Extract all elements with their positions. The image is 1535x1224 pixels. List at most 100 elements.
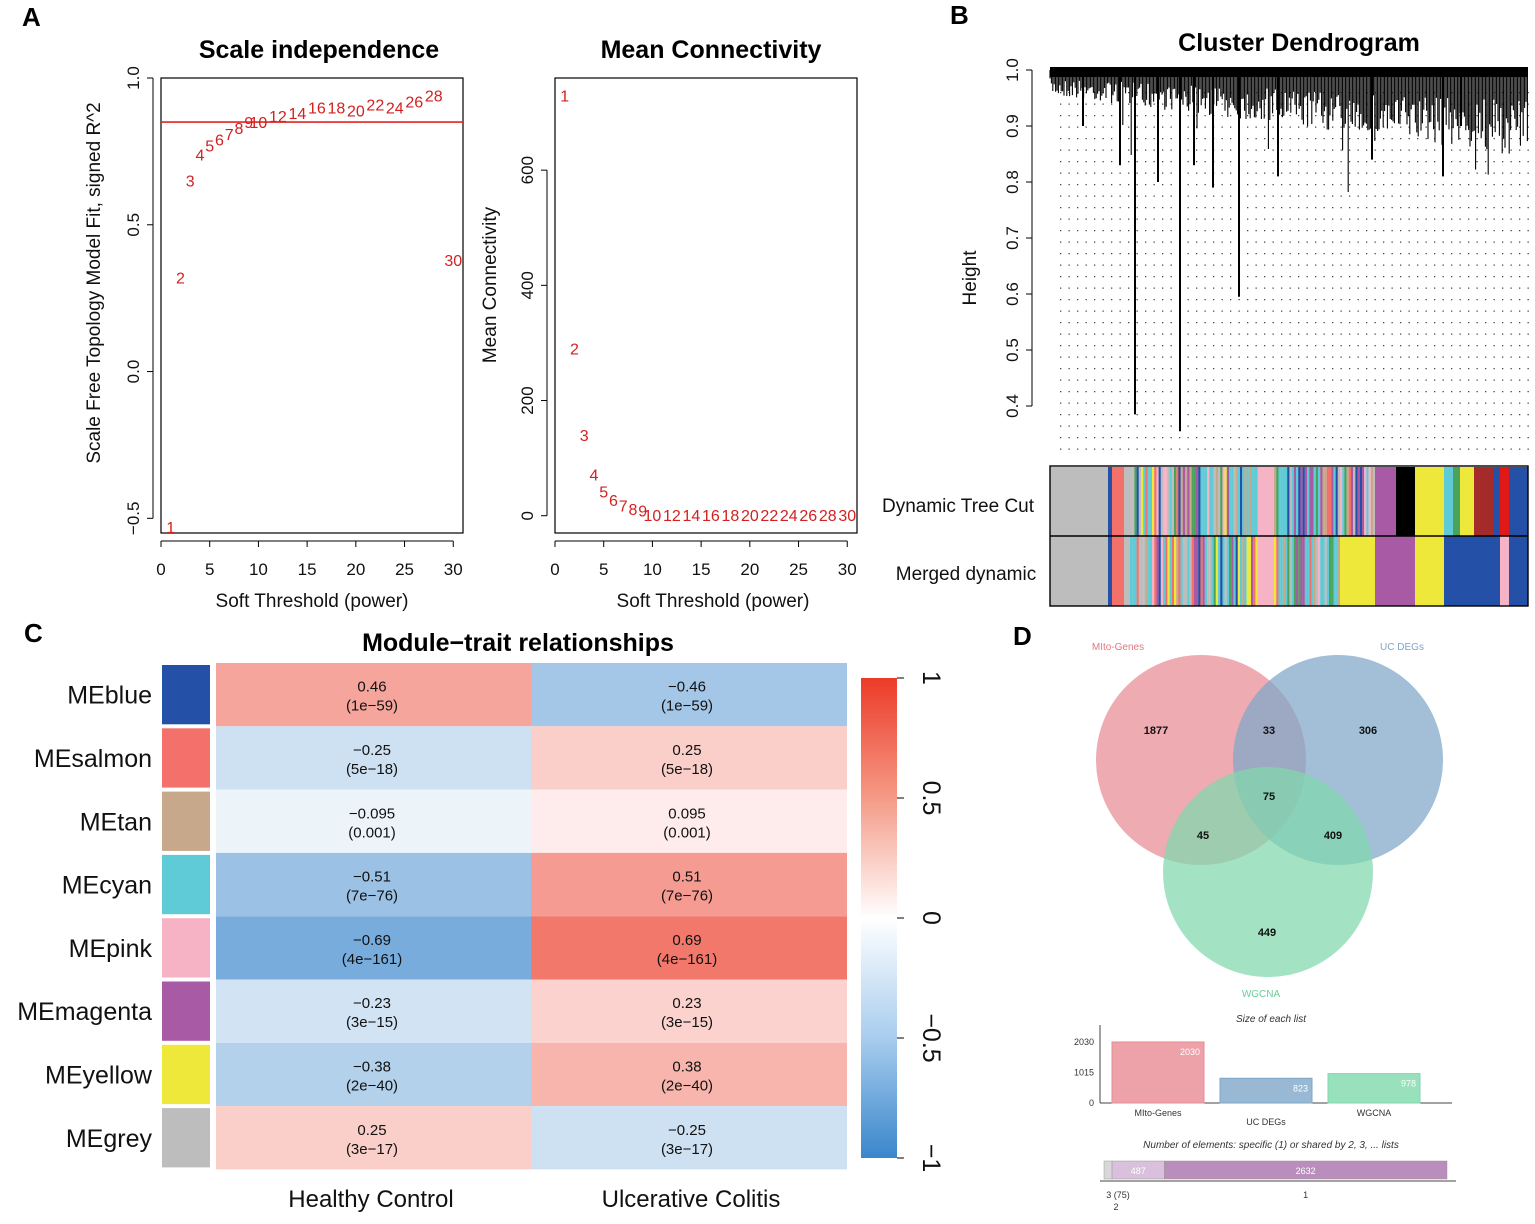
heatmap-cell [531, 1042, 847, 1107]
track-stripe [1229, 536, 1232, 606]
power-point-label: 18 [721, 508, 739, 525]
track-stripe [1213, 536, 1216, 606]
y-tick-label: 0 [518, 511, 537, 520]
track-stripe [1145, 536, 1148, 606]
column-label-healthy-control: Healthy Control [288, 1186, 453, 1213]
track-stripe [1211, 536, 1214, 606]
track-stripe [1174, 536, 1177, 606]
track-segment [1509, 536, 1528, 606]
track-stripe [1152, 467, 1155, 536]
track-stripe [1329, 536, 1332, 606]
track-stripe [1222, 536, 1225, 606]
power-point-label: 16 [702, 508, 720, 525]
panel-label-c: C [24, 618, 43, 648]
heatmap-cell [216, 789, 532, 853]
track-stripe [1333, 467, 1336, 536]
venn-count-mito-uc: 33 [1263, 725, 1275, 737]
power-point-label: 7 [619, 498, 628, 515]
cell-pvalue: (3e−15) [346, 1014, 398, 1031]
track-stripe [1255, 536, 1258, 606]
venn-count-mito-only: 1877 [1144, 725, 1168, 737]
track-stripe [1307, 467, 1310, 536]
x-tick-label: 5 [599, 560, 608, 579]
track-segment [1460, 467, 1474, 536]
track-stripe [1193, 467, 1197, 536]
track-stripe [1322, 467, 1325, 536]
track-stripe [1233, 467, 1236, 536]
color-legend-bar [861, 678, 897, 1158]
module-row-label: MEsalmon [34, 745, 152, 773]
cell-pvalue: (0.001) [348, 824, 396, 841]
track-stripe [1136, 467, 1139, 536]
track-stripe [1143, 536, 1146, 606]
size-bar [1111, 1041, 1205, 1104]
heatmap-cell [531, 916, 847, 980]
track-stripe [1200, 536, 1203, 606]
power-point-label: 4 [590, 467, 599, 484]
track-label-merged: Merged dynamic [896, 564, 1036, 585]
track-stripe [1313, 467, 1316, 536]
track-stripe [1280, 536, 1283, 606]
cell-pvalue: (2e−40) [661, 1077, 713, 1094]
track-segment [1124, 467, 1130, 536]
power-point-label: 24 [780, 508, 798, 525]
heatmap-cell [531, 726, 847, 790]
size-y-tick: 1015 [1074, 1068, 1094, 1078]
track-stripe [1346, 467, 1349, 536]
track-stripe [1240, 467, 1243, 536]
track-stripe [1274, 536, 1277, 606]
track-stripe [1167, 467, 1170, 536]
track-stripe [1326, 467, 1330, 536]
track-stripe [1237, 467, 1241, 536]
size-bar [1219, 1077, 1313, 1104]
cell-correlation: −0.38 [353, 1058, 391, 1075]
venn-count-mito-wgcna: 45 [1197, 830, 1209, 842]
power-point-label: 9 [244, 115, 253, 132]
track-stripe [1193, 536, 1197, 606]
shared-axis-label: 3 (75) [1106, 1190, 1130, 1200]
track-stripe [1202, 536, 1205, 606]
scale-independence-frame [160, 77, 464, 534]
track-stripe [1359, 467, 1363, 536]
track-stripe [1304, 536, 1308, 606]
track-stripe [1207, 536, 1210, 606]
power-point-label: 1 [166, 520, 175, 537]
track-stripe [1218, 467, 1221, 536]
track-stripe [1229, 467, 1232, 536]
track-segment [1124, 536, 1130, 606]
track-stripe [1163, 536, 1166, 606]
track-stripe [1333, 536, 1336, 606]
track-segment [1375, 467, 1396, 536]
track-stripe [1185, 536, 1188, 606]
track-stripe [1191, 467, 1194, 536]
cell-pvalue: (4e−161) [657, 951, 717, 968]
module-row-label: MEtan [80, 808, 152, 836]
track-stripe [1296, 467, 1299, 536]
power-point-label: 10 [250, 115, 268, 132]
venn-count-uc-only: 306 [1359, 725, 1377, 737]
track-stripe [1335, 467, 1338, 536]
power-point-label: 28 [425, 89, 443, 106]
mean-connectivity-ylabel: Mean Connectivity [480, 206, 501, 363]
track-stripe [1324, 536, 1327, 606]
power-point-label: 12 [269, 109, 287, 126]
cell-correlation: −0.25 [668, 1122, 706, 1139]
track-stripe [1368, 467, 1371, 536]
track-stripe [1366, 467, 1369, 536]
shared-chart-title: Number of elements: specific (1) or shar… [1143, 1140, 1399, 1151]
module-row-label: MEpink [69, 935, 153, 963]
track-stripe [1171, 536, 1175, 606]
y-tick-label: 1.0 [124, 66, 143, 90]
track-stripe [1311, 467, 1314, 536]
track-stripe [1244, 536, 1247, 606]
track-stripe [1370, 467, 1374, 536]
track-stripe [1220, 467, 1223, 536]
track-stripe [1147, 536, 1150, 606]
track-stripe [1180, 536, 1183, 606]
track-stripe [1253, 536, 1256, 606]
track-stripe [1132, 536, 1135, 606]
track-stripe [1246, 536, 1249, 606]
track-stripe [1154, 536, 1157, 606]
track-segment [1444, 467, 1453, 536]
cell-correlation: 0.38 [672, 1058, 701, 1075]
